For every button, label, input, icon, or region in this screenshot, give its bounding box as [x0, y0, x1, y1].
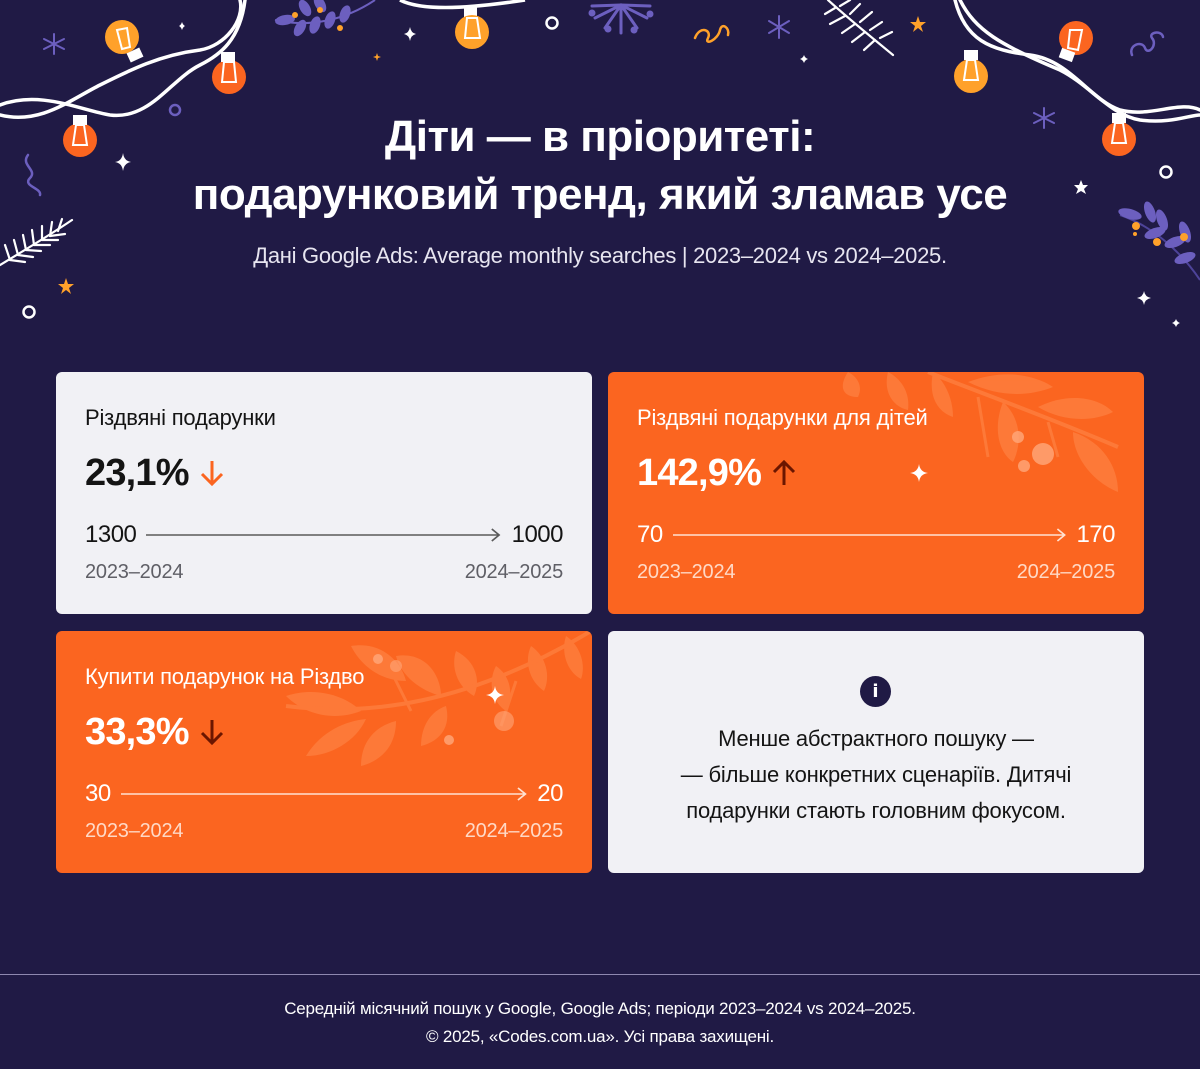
insight-line: Менше абстрактного пошуку — — [718, 726, 1034, 751]
period-labels: 2023–2024 2024–2025 — [85, 559, 563, 585]
to-value: 20 — [537, 780, 563, 807]
to-period: 2024–2025 — [1016, 561, 1116, 583]
from-value: 30 — [85, 780, 111, 807]
page-subtitle: Дані Google Ads: Average monthly searche… — [253, 243, 947, 268]
from-period: 2023–2024 — [85, 561, 184, 583]
bulb-icon — [212, 52, 246, 94]
page-header: Діти — в пріоритеті: подарунковий тренд,… — [0, 108, 1200, 270]
from-value: 70 — [637, 521, 663, 548]
footer: Середній місячний пошук у Google, Google… — [0, 995, 1200, 1051]
card-percent-row: 33,3% — [85, 709, 225, 755]
stat-card-kids-christmas-gifts: Різдвяні подарунки для дітей 142,9% 70 1… — [608, 372, 1144, 614]
bulb-icon — [105, 20, 144, 63]
sparkle-icon — [486, 686, 504, 704]
string-lights-left-icon — [0, 0, 247, 120]
value-comparison: 70 170 — [637, 520, 1115, 550]
arrow-up-icon — [773, 459, 796, 485]
period-labels: 2023–2024 2024–2025 — [85, 818, 563, 844]
value-comparison: 30 20 — [85, 779, 563, 809]
page-title: Діти — в пріоритеті: подарунковий тренд,… — [0, 108, 1200, 224]
insight-text: Менше абстрактного пошуку — — більше кон… — [628, 721, 1124, 829]
sparkle-icon — [910, 464, 928, 482]
percent-value: 33,3% — [85, 711, 190, 753]
leaf-decoration-icon — [842, 372, 1119, 492]
leaf-decoration-icon — [285, 631, 592, 766]
title-line-1: Діти — в пріоритеті: — [384, 112, 816, 161]
card-label: Різдвяні подарунки для дітей — [637, 405, 928, 430]
arrow-down-icon — [200, 461, 223, 487]
value-comparison: 1300 1000 — [85, 520, 564, 550]
card-percent-row: 142,9% — [637, 450, 797, 496]
insight-line: — більше конкретних сценаріїв. Дитячі — [680, 762, 1072, 787]
to-value: 170 — [1076, 521, 1115, 548]
arrow-right-icon — [146, 528, 501, 542]
insight-line: подарунки стають головним фокусом. — [686, 798, 1066, 823]
to-period: 2024–2025 — [464, 561, 564, 583]
stat-card-christmas-gifts: Різдвяні подарунки 23,1% 1300 1000 2023–… — [56, 372, 592, 614]
arrow-right-icon — [120, 787, 528, 801]
arrow-right-icon — [672, 528, 1067, 542]
period-labels: 2023–2024 2024–2025 — [637, 559, 1115, 585]
percent-value: 142,9% — [637, 452, 762, 494]
from-period: 2023–2024 — [637, 561, 736, 583]
percent-value: 23,1% — [85, 452, 190, 494]
to-period: 2024–2025 — [464, 820, 564, 842]
fir-branch-icon — [823, 0, 895, 57]
string-lights-top-icon — [399, 0, 526, 49]
card-label: Купити подарунок на Різдво — [85, 664, 365, 689]
card-percent-row: 23,1% — [85, 450, 225, 496]
from-period: 2023–2024 — [85, 820, 184, 842]
string-lights-right-icon — [953, 0, 1200, 123]
branch-icon — [274, 0, 376, 37]
firework-icon — [588, 3, 654, 35]
info-icon: i — [860, 676, 891, 707]
to-value: 1000 — [511, 521, 564, 548]
title-line-2: подарунковий тренд, який зламав усе — [192, 170, 1008, 219]
bulb-icon — [1058, 21, 1093, 63]
insight-card: i Менше абстрактного пошуку — — більше к… — [608, 631, 1144, 873]
bulb-icon — [954, 50, 988, 93]
footer-divider — [0, 974, 1200, 975]
stat-card-buy-christmas-gift: Купити подарунок на Різдво 33,3% 30 20 2… — [56, 631, 592, 873]
footer-copyright: © 2025, «Codes.com.ua». Усі права захище… — [425, 1027, 775, 1046]
from-value: 1300 — [85, 521, 137, 548]
arrow-down-icon — [200, 720, 223, 746]
footer-source: Середній місячний пошук у Google, Google… — [284, 999, 916, 1018]
card-label: Різдвяні подарунки — [85, 405, 276, 430]
